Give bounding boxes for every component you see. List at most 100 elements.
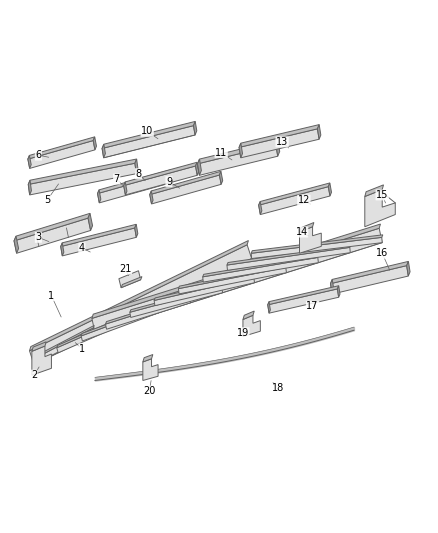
Polygon shape [251,237,382,259]
Polygon shape [337,286,340,297]
Polygon shape [227,245,351,265]
Polygon shape [268,302,270,313]
Polygon shape [154,275,255,301]
Polygon shape [29,245,252,365]
Polygon shape [124,182,127,195]
Polygon shape [124,166,197,195]
Text: 5: 5 [44,195,50,205]
Polygon shape [259,187,330,215]
Polygon shape [227,247,350,270]
Polygon shape [251,235,383,253]
Polygon shape [14,218,91,253]
Polygon shape [150,175,221,204]
Polygon shape [119,271,141,288]
Polygon shape [32,346,51,375]
Polygon shape [328,183,332,196]
Polygon shape [57,318,127,353]
Polygon shape [14,213,90,241]
Polygon shape [143,359,158,381]
Polygon shape [219,171,223,184]
Text: 7: 7 [113,174,120,184]
Text: 16: 16 [376,248,389,259]
Polygon shape [243,316,260,336]
Polygon shape [28,159,137,184]
Polygon shape [243,311,254,319]
Polygon shape [331,265,408,294]
Polygon shape [135,224,138,237]
Polygon shape [28,137,95,159]
Text: 17: 17 [307,301,319,311]
Text: 2: 2 [31,370,37,380]
Polygon shape [102,126,195,158]
Polygon shape [102,122,195,149]
Polygon shape [32,342,46,351]
Polygon shape [93,137,96,150]
Polygon shape [81,305,159,336]
Polygon shape [150,191,153,204]
Polygon shape [406,261,410,276]
Text: 12: 12 [298,195,310,205]
Polygon shape [203,257,318,282]
Polygon shape [300,227,321,253]
Polygon shape [268,289,339,313]
Polygon shape [92,224,381,318]
Polygon shape [318,125,321,139]
Polygon shape [331,261,408,284]
Polygon shape [121,277,142,288]
Polygon shape [268,286,339,305]
Polygon shape [106,297,191,329]
Polygon shape [154,278,254,306]
Polygon shape [198,145,278,175]
Polygon shape [130,287,223,318]
Polygon shape [106,295,191,324]
Polygon shape [170,169,173,183]
Polygon shape [198,140,278,164]
Text: 1: 1 [48,290,54,301]
Polygon shape [300,222,314,232]
Text: 18: 18 [272,383,284,393]
Polygon shape [143,354,153,362]
Polygon shape [98,190,101,203]
Polygon shape [61,224,136,247]
Text: 9: 9 [166,176,172,187]
Polygon shape [276,140,280,156]
Polygon shape [98,169,171,193]
Text: 20: 20 [143,386,155,396]
Text: 6: 6 [35,150,42,160]
Text: 10: 10 [141,126,153,136]
Polygon shape [102,144,106,158]
Polygon shape [259,201,262,215]
Polygon shape [92,228,382,333]
Polygon shape [32,328,95,365]
Polygon shape [198,159,201,175]
Polygon shape [239,125,319,148]
Polygon shape [28,163,136,195]
Polygon shape [28,141,95,168]
Polygon shape [150,171,221,195]
Polygon shape [194,122,197,135]
Polygon shape [88,213,92,230]
Polygon shape [32,325,94,360]
Polygon shape [135,159,138,174]
Polygon shape [130,285,223,312]
Polygon shape [178,268,286,294]
Polygon shape [14,236,18,253]
Text: 8: 8 [135,169,141,179]
Polygon shape [61,228,136,256]
Polygon shape [28,180,32,195]
Polygon shape [29,240,248,351]
Polygon shape [331,279,334,294]
Text: 19: 19 [237,328,249,338]
Text: 3: 3 [35,232,42,243]
Polygon shape [57,315,127,348]
Polygon shape [195,162,199,175]
Polygon shape [365,185,384,197]
Polygon shape [124,162,197,185]
Text: 4: 4 [79,243,85,253]
Text: 15: 15 [376,190,389,200]
Polygon shape [239,143,243,158]
Text: 13: 13 [276,137,288,147]
Polygon shape [203,255,319,277]
Text: 11: 11 [215,148,227,158]
Text: 21: 21 [119,264,131,274]
